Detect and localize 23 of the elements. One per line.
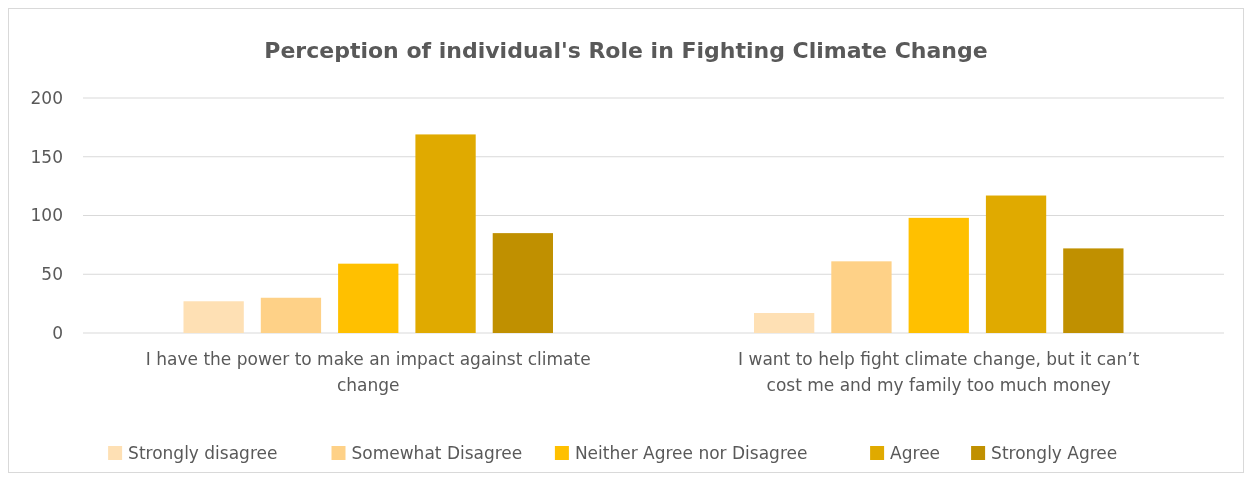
bar (338, 263, 399, 333)
bar (1063, 248, 1124, 333)
legend-label: Strongly disagree (128, 442, 278, 463)
legend-label: Neither Agree nor Disagree (574, 442, 808, 463)
y-tick-label: 200 (30, 87, 63, 108)
x-tick-label: I have the power to make an impact against climate change (145, 349, 591, 395)
legend-label: Agree (890, 442, 941, 463)
y-tick-label: 100 (30, 205, 63, 226)
bar (260, 297, 322, 333)
bar (908, 217, 969, 333)
bar (754, 313, 815, 333)
bar (183, 301, 244, 333)
legend-label: Somewhat Disagree (351, 442, 523, 463)
bar (415, 134, 476, 333)
y-tick-label: 50 (41, 264, 63, 285)
bar (492, 233, 554, 333)
bar (831, 261, 892, 333)
x-tick-label: I want to help fight climate change, but it can’t cost me and my family too much money (738, 349, 1140, 395)
chart-title: Perception of individual's Role in Fighting Climate Change (264, 38, 988, 63)
bar (985, 195, 1047, 333)
legend-label: Strongly Agree (991, 442, 1118, 463)
y-tick-label: 0 (52, 322, 63, 343)
y-tick-label: 150 (30, 146, 63, 167)
